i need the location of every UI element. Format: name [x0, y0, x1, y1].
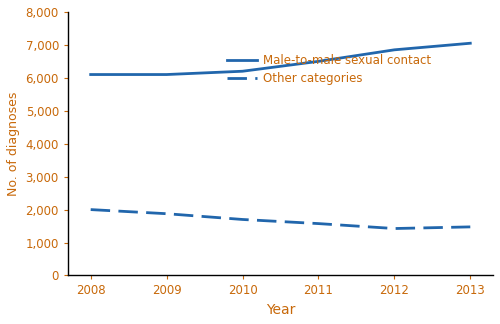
Y-axis label: No. of diagnoses: No. of diagnoses [7, 91, 20, 196]
Other categories [88, 208, 94, 212]
Other categories [316, 222, 322, 226]
Line: Male-to-male sexual contact: Male-to-male sexual contact [90, 43, 470, 75]
Other categories [240, 217, 246, 221]
X-axis label: Year: Year [266, 303, 295, 317]
Male-to-male sexual contact [240, 69, 246, 73]
Male-to-male sexual contact [88, 73, 94, 76]
Legend: Male-to-male sexual contact, Other categories: Male-to-male sexual contact, Other categ… [222, 50, 436, 90]
Male-to-male sexual contact [316, 59, 322, 63]
Other categories [468, 225, 473, 229]
Other categories [164, 212, 170, 216]
Line: Other categories: Other categories [90, 210, 470, 228]
Other categories [392, 226, 398, 230]
Male-to-male sexual contact [392, 48, 398, 52]
Male-to-male sexual contact [468, 41, 473, 45]
Male-to-male sexual contact [164, 73, 170, 76]
